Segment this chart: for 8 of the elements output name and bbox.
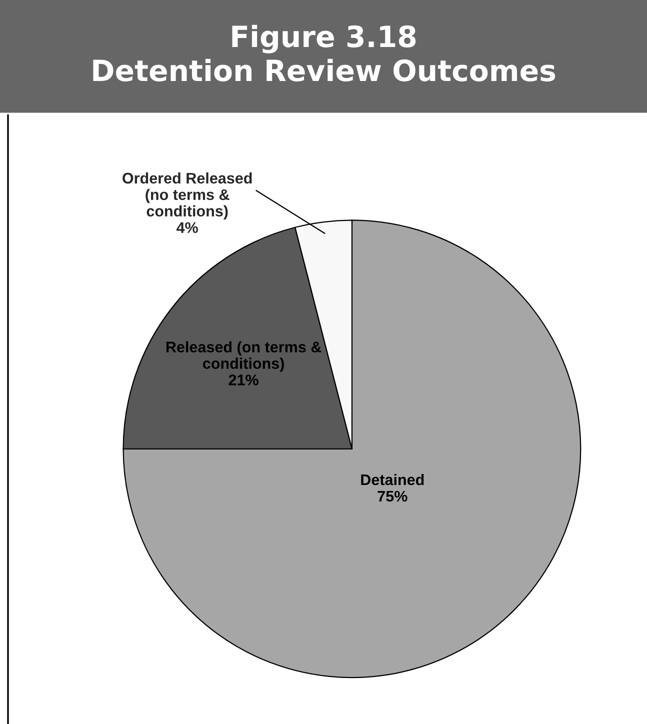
slice-label: Ordered Released (no terms & conditions) (122, 172, 252, 220)
chart-title: Figure 3.18 Detention Review Outcomes (93, 24, 556, 82)
slice-label: Detained (361, 474, 424, 486)
slice-label: Released (on terms & conditions) (166, 341, 322, 372)
data-label: 75% (378, 490, 408, 502)
data-label: 4% (176, 222, 198, 233)
data-label: 21% (228, 374, 258, 386)
pie-slice (122, 220, 582, 678)
